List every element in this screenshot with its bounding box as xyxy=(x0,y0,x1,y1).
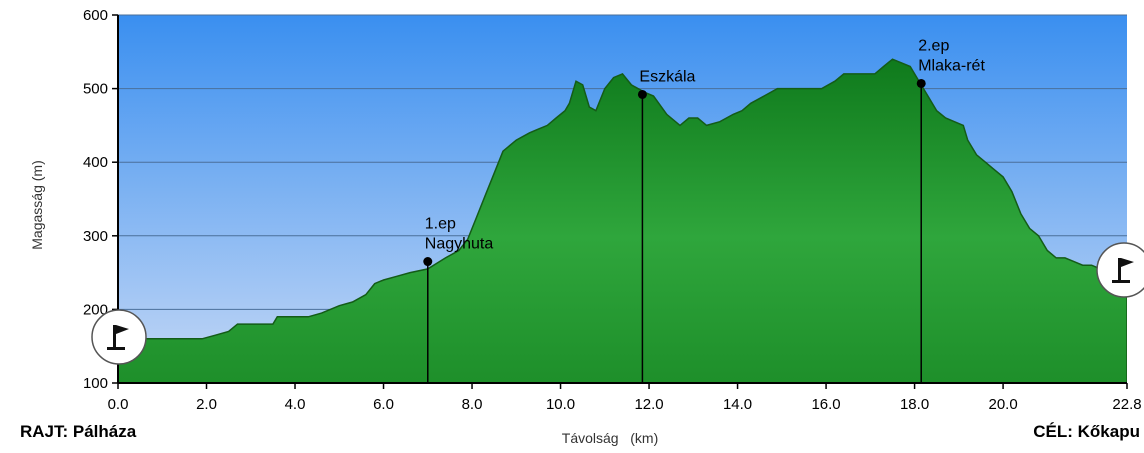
x-tick-label: 10.0 xyxy=(546,396,575,413)
waypoint-label: 2.ep xyxy=(918,37,949,54)
x-tick-label: 20.0 xyxy=(988,396,1017,413)
x-tick-label: 8.0 xyxy=(462,396,483,413)
x-tick-label: 4.0 xyxy=(285,396,306,413)
y-tick-label: 600 xyxy=(83,7,108,24)
y-axis-ticks: 100 200 300 400 500 600 xyxy=(83,7,118,392)
x-tick-label: 16.0 xyxy=(811,396,840,413)
x-tick-label: 18.0 xyxy=(900,396,929,413)
x-axis-ticks: 0.0 2.0 4.0 6.0 8.0 10.0 12.0 14.0 16.0 18.0 20.0 2… xyxy=(108,383,1142,413)
end-label: CÉL: Kőkapu xyxy=(1033,422,1140,441)
waypoint-marker xyxy=(916,78,926,88)
waypoint-label: Mlaka-rét xyxy=(918,57,985,74)
x-tick-label: 12.0 xyxy=(634,396,663,413)
x-axis-title: Távolság (km) xyxy=(562,430,658,446)
y-tick-label: 500 xyxy=(83,81,108,98)
x-tick-label: 14.0 xyxy=(723,396,752,413)
waypoint-label: 1.ep xyxy=(425,216,456,233)
y-tick-label: 300 xyxy=(83,228,108,245)
x-tick-label: 0.0 xyxy=(108,396,129,413)
waypoint-marker xyxy=(423,257,433,267)
x-tick-label: 2.0 xyxy=(196,396,217,413)
y-axis-title: Magasság (m) xyxy=(29,160,45,249)
start-label: RAJT: Pálháza xyxy=(20,422,137,441)
waypoint-label: Eszkála xyxy=(639,68,695,85)
x-tick-label: 22.8 xyxy=(1112,396,1141,413)
y-tick-label: 100 xyxy=(83,375,108,392)
elevation-area xyxy=(118,58,1127,383)
waypoint-marker xyxy=(637,89,647,99)
waypoints: 1.ep Nagyhuta Eszkála 2.ep Mlaka-rét xyxy=(423,37,985,383)
end-flag-icon xyxy=(1096,242,1144,298)
waypoint-label: Nagyhuta xyxy=(425,236,494,253)
y-tick-label: 400 xyxy=(83,154,108,171)
x-tick-label: 6.0 xyxy=(373,396,394,413)
y-tick-label: 200 xyxy=(83,301,108,318)
start-flag-icon xyxy=(91,309,147,365)
